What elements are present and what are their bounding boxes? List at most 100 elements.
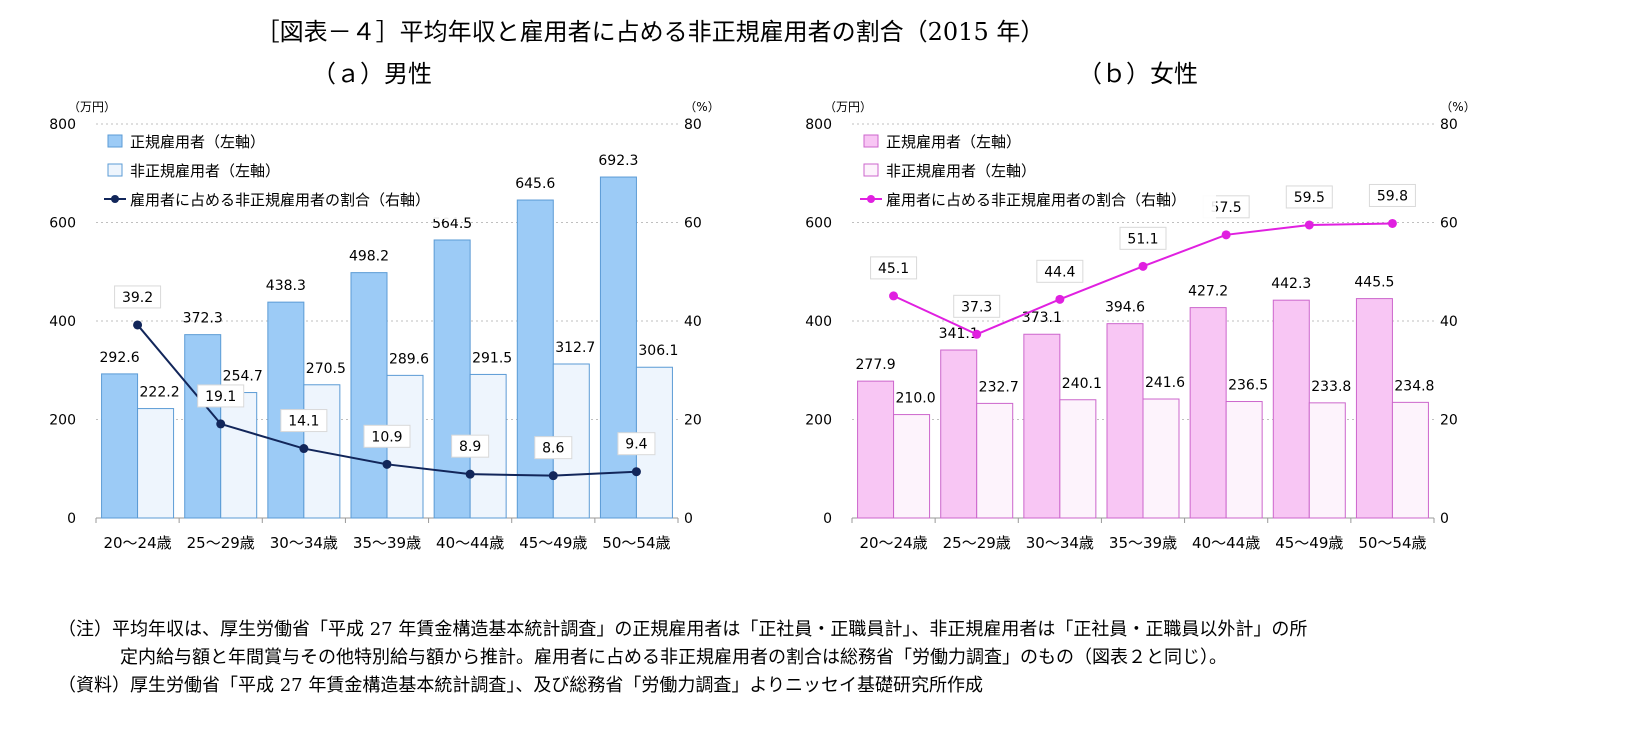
y2-tick-label: 40 xyxy=(1440,314,1458,330)
bar-nonregular-label: 291.5 xyxy=(472,350,512,366)
y2-tick-label: 80 xyxy=(1440,117,1458,133)
y2-tick-label: 80 xyxy=(684,117,702,133)
legend-swatch xyxy=(863,134,879,148)
bar-nonregular-label: 234.8 xyxy=(1394,378,1434,394)
bar-regular-label: 277.9 xyxy=(856,357,896,373)
ratio-point xyxy=(299,444,309,454)
y-tick-label: 800 xyxy=(49,117,76,133)
bar-regular-label: 498.2 xyxy=(349,249,389,265)
bar-nonregular-label: 232.7 xyxy=(979,379,1019,395)
bar-nonregular xyxy=(1391,401,1429,519)
bar-regular xyxy=(857,380,895,519)
ratio-label-box xyxy=(1119,226,1167,250)
bar-nonregular xyxy=(1142,398,1180,519)
y2-tick-label: 60 xyxy=(684,216,702,232)
y-tick-label: 200 xyxy=(805,413,832,429)
ratio-label: 10.9 xyxy=(371,429,402,445)
y-axis-unit: （万円） xyxy=(68,100,116,114)
bar-regular xyxy=(101,373,139,519)
ratio-label-box xyxy=(280,409,328,433)
ratio-point xyxy=(1304,220,1314,230)
x-tick-label: 20～24歳 xyxy=(859,534,927,552)
ratio-label: 44.4 xyxy=(1044,264,1075,280)
y-tick-label: 0 xyxy=(823,511,832,527)
y-tick-label: 800 xyxy=(805,117,832,133)
ratio-label-box xyxy=(1368,183,1416,207)
y2-tick-label: 40 xyxy=(684,314,702,330)
bar-regular xyxy=(433,239,471,519)
bar-nonregular xyxy=(137,408,175,519)
subtitle-male: （ａ）男性 xyxy=(312,60,432,88)
legend-box xyxy=(856,125,1216,219)
ratio-point xyxy=(1055,294,1065,304)
legend-swatch xyxy=(863,163,879,177)
legend-swatch xyxy=(107,163,123,177)
bar-nonregular-label: 236.5 xyxy=(1228,378,1268,394)
legend-label: 非正規雇用者（左軸） xyxy=(886,162,1036,180)
ratio-label-box xyxy=(1036,259,1084,283)
bar-nonregular xyxy=(220,392,258,519)
figure-title: ［図表－４］平均年収と雇用者に占める非正規雇用者の割合（2015 年） xyxy=(255,18,1045,46)
bar-regular-label: 645.6 xyxy=(515,176,555,192)
ratio-label: 59.8 xyxy=(1377,188,1408,204)
bar-regular-label: 438.3 xyxy=(266,278,306,294)
ratio-label: 19.1 xyxy=(205,389,236,405)
x-tick-label: 50～54歳 xyxy=(1358,534,1426,552)
bar-regular-label: 692.3 xyxy=(598,153,638,169)
bar-regular xyxy=(1106,323,1144,519)
ratio-point xyxy=(972,329,982,339)
bar-nonregular-label: 240.1 xyxy=(1062,376,1102,392)
y-tick-label: 400 xyxy=(49,314,76,330)
bar-regular-label: 372.3 xyxy=(183,311,223,327)
x-tick-label: 45～49歳 xyxy=(1275,534,1343,552)
bar-regular xyxy=(1355,298,1393,519)
notes: （注）平均年収は、厚生労働省「平成 27 年賃金構造基本統計調査」の正規雇用者は… xyxy=(58,616,1307,700)
bar-regular xyxy=(184,334,222,519)
ratio-point xyxy=(889,291,899,301)
y-tick-label: 600 xyxy=(49,216,76,232)
y2-tick-label: 20 xyxy=(1440,413,1458,429)
ratio-label-box xyxy=(534,436,573,460)
ratio-label-box xyxy=(451,434,490,458)
legend-label: 正規雇用者（左軸） xyxy=(886,133,1021,151)
ratio-label: 14.1 xyxy=(288,414,319,430)
ratio-label-box xyxy=(617,432,656,456)
legend-label: 雇用者に占める非正規雇用者の割合（右軸） xyxy=(886,191,1186,209)
bar-nonregular-label: 312.7 xyxy=(555,340,595,356)
bar-nonregular-label: 241.6 xyxy=(1145,375,1185,391)
bar-regular xyxy=(350,272,388,519)
ratio-label-box xyxy=(1285,185,1333,209)
ratio-point xyxy=(548,471,558,481)
ratio-point xyxy=(1138,261,1148,271)
y2-tick-label: 60 xyxy=(1440,216,1458,232)
x-tick-label: 45～49歳 xyxy=(519,534,587,552)
ratio-label: 8.9 xyxy=(459,439,481,455)
bar-regular xyxy=(516,199,554,519)
ratio-label-box xyxy=(197,384,245,408)
x-tick-label: 35～39歳 xyxy=(353,534,421,552)
legend-label: 雇用者に占める非正規雇用者の割合（右軸） xyxy=(130,191,430,209)
legend-label: 非正規雇用者（左軸） xyxy=(130,162,280,180)
y-tick-label: 0 xyxy=(67,511,76,527)
bar-regular-label: 427.2 xyxy=(1188,284,1228,300)
bar-nonregular-label: 289.6 xyxy=(389,351,429,367)
y2-axis-unit: （%） xyxy=(1440,100,1475,114)
ratio-label-box xyxy=(363,424,411,448)
bar-nonregular-label: 222.2 xyxy=(140,385,180,401)
x-tick-label: 25～29歳 xyxy=(943,534,1011,552)
bar-nonregular-label: 254.7 xyxy=(223,369,263,385)
ratio-point xyxy=(216,419,226,429)
ratio-label: 57.5 xyxy=(1211,200,1242,216)
bar-regular-label: 445.5 xyxy=(1354,275,1394,291)
ratio-point xyxy=(1221,230,1231,240)
ratio-label: 59.5 xyxy=(1294,190,1325,206)
y-axis-unit: （万円） xyxy=(824,100,872,114)
x-tick-label: 20～24歳 xyxy=(103,534,171,552)
x-tick-label: 35～39歳 xyxy=(1109,534,1177,552)
ratio-point xyxy=(465,469,475,479)
ratio-point xyxy=(1387,218,1397,228)
legend-box xyxy=(100,125,460,219)
bar-regular xyxy=(1189,307,1227,519)
chart-female: 0 200 400 600 800 0 20 40 60 80 （万円） （%） 20～24歳 25～29… xyxy=(805,100,1475,552)
bar-nonregular-label: 270.5 xyxy=(306,361,346,377)
